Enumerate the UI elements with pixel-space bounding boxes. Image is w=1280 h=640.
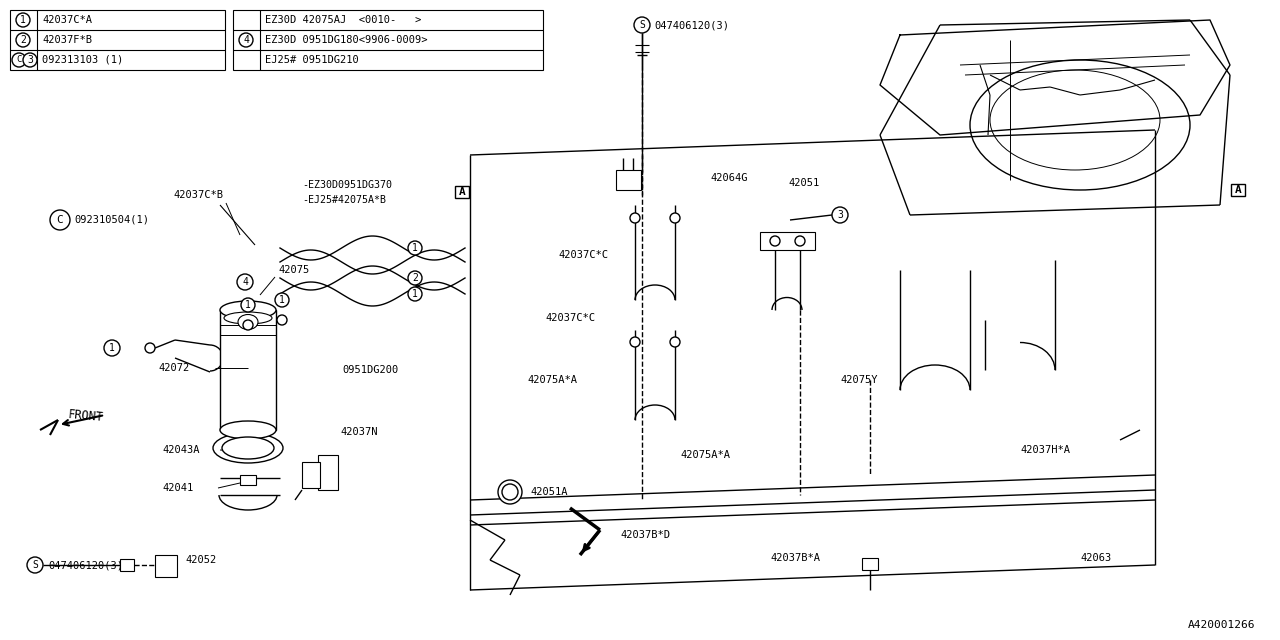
Circle shape — [104, 340, 120, 356]
Text: 3: 3 — [837, 210, 844, 220]
Text: 42064G: 42064G — [710, 173, 748, 183]
Bar — [302, 462, 320, 488]
Text: 42043A: 42043A — [163, 445, 200, 455]
Ellipse shape — [220, 421, 276, 439]
Text: -EZ30D0951DG370: -EZ30D0951DG370 — [302, 180, 392, 190]
Text: 42041: 42041 — [163, 483, 193, 493]
Text: 42051A: 42051A — [530, 487, 567, 497]
Circle shape — [275, 293, 289, 307]
Polygon shape — [881, 20, 1230, 135]
Circle shape — [630, 337, 640, 347]
Text: 42051: 42051 — [788, 178, 819, 188]
Ellipse shape — [220, 301, 276, 319]
Text: EZ30D 42075AJ  <0010-   >: EZ30D 42075AJ <0010- > — [265, 15, 421, 25]
Bar — [233, 10, 543, 70]
Text: S: S — [32, 560, 38, 570]
Text: 2: 2 — [412, 273, 419, 283]
Text: 4: 4 — [243, 35, 248, 45]
Text: C: C — [56, 215, 64, 225]
Circle shape — [408, 271, 422, 285]
Circle shape — [23, 53, 37, 67]
Text: 42037C*A: 42037C*A — [42, 15, 92, 25]
Text: A420001266: A420001266 — [1188, 620, 1254, 630]
Ellipse shape — [238, 314, 259, 330]
Circle shape — [243, 320, 253, 330]
Bar — [760, 232, 815, 250]
Bar — [616, 170, 641, 190]
Text: 047406120(3): 047406120(3) — [654, 20, 730, 30]
Circle shape — [15, 33, 29, 47]
Text: 1: 1 — [20, 15, 26, 25]
Bar — [861, 558, 878, 570]
Bar — [317, 455, 338, 490]
Text: 0951DG200: 0951DG200 — [342, 365, 398, 375]
Bar — [220, 310, 276, 430]
Circle shape — [634, 17, 650, 33]
Text: 1: 1 — [412, 289, 419, 299]
Circle shape — [239, 33, 253, 47]
Circle shape — [15, 13, 29, 27]
Circle shape — [498, 480, 522, 504]
Text: C: C — [17, 56, 22, 65]
Circle shape — [669, 213, 680, 223]
Text: 42075A*A: 42075A*A — [680, 450, 730, 460]
Circle shape — [771, 236, 780, 246]
Circle shape — [669, 337, 680, 347]
Text: 047406120(3): 047406120(3) — [49, 560, 123, 570]
Circle shape — [12, 53, 26, 67]
Text: 42037B*D: 42037B*D — [620, 530, 669, 540]
Text: 42037C*B: 42037C*B — [173, 190, 223, 200]
Text: 42075Y: 42075Y — [840, 375, 878, 385]
Circle shape — [50, 210, 70, 230]
Circle shape — [795, 236, 805, 246]
Circle shape — [237, 274, 253, 290]
Text: EZ30D 0951DG180<9906-0009>: EZ30D 0951DG180<9906-0009> — [265, 35, 428, 45]
Bar — [241, 475, 256, 485]
Text: FRONT: FRONT — [68, 408, 104, 424]
Circle shape — [832, 207, 849, 223]
Text: 42075A*A: 42075A*A — [527, 375, 577, 385]
Text: 42037C*C: 42037C*C — [545, 313, 595, 323]
Text: 42052: 42052 — [186, 555, 216, 565]
Text: EJ25# 0951DG210: EJ25# 0951DG210 — [265, 55, 358, 65]
Circle shape — [408, 241, 422, 255]
Text: 42075: 42075 — [278, 265, 310, 275]
Ellipse shape — [221, 437, 274, 459]
Text: 4: 4 — [242, 277, 248, 287]
Text: 092313103 (1): 092313103 (1) — [42, 55, 123, 65]
Text: S: S — [639, 20, 645, 30]
Ellipse shape — [224, 312, 273, 324]
Text: 1: 1 — [109, 343, 115, 353]
Text: 42037N: 42037N — [340, 427, 378, 437]
Text: 42037H*A: 42037H*A — [1020, 445, 1070, 455]
Text: -EJ25#42075A*B: -EJ25#42075A*B — [302, 195, 387, 205]
Text: 42037F*B: 42037F*B — [42, 35, 92, 45]
Text: 1: 1 — [279, 295, 285, 305]
Circle shape — [145, 343, 155, 353]
Text: 2: 2 — [20, 35, 26, 45]
Circle shape — [276, 315, 287, 325]
Circle shape — [502, 484, 518, 500]
Text: 3: 3 — [27, 55, 33, 65]
Bar — [155, 555, 177, 577]
Text: 092310504(1): 092310504(1) — [74, 215, 148, 225]
Bar — [120, 559, 134, 571]
Bar — [454, 186, 468, 198]
Circle shape — [408, 287, 422, 301]
Bar — [10, 10, 225, 70]
Text: 42037C*C: 42037C*C — [558, 250, 608, 260]
Text: 1: 1 — [412, 243, 419, 253]
Text: 42072: 42072 — [157, 363, 189, 373]
Circle shape — [241, 298, 255, 312]
Text: 42037B*A: 42037B*A — [771, 553, 820, 563]
Text: 1: 1 — [244, 300, 251, 310]
Text: 42063: 42063 — [1080, 553, 1111, 563]
Bar — [1231, 184, 1245, 196]
Circle shape — [27, 557, 44, 573]
Text: A: A — [1235, 185, 1242, 195]
Circle shape — [630, 213, 640, 223]
Text: A: A — [458, 187, 466, 197]
Ellipse shape — [212, 433, 283, 463]
